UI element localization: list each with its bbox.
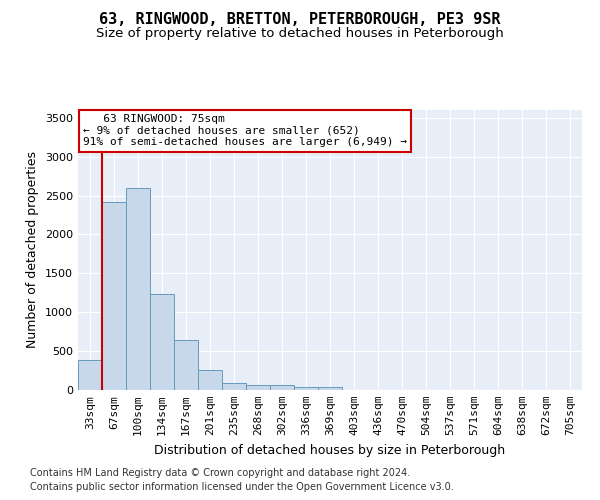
Bar xyxy=(222,383,246,390)
Bar xyxy=(246,385,270,390)
Bar xyxy=(150,294,174,390)
Y-axis label: Number of detached properties: Number of detached properties xyxy=(26,152,40,348)
Text: Contains HM Land Registry data © Crown copyright and database right 2024.: Contains HM Land Registry data © Crown c… xyxy=(30,468,410,477)
Bar xyxy=(318,388,342,390)
Text: Size of property relative to detached houses in Peterborough: Size of property relative to detached ho… xyxy=(96,28,504,40)
Bar xyxy=(270,386,294,390)
Text: Contains public sector information licensed under the Open Government Licence v3: Contains public sector information licen… xyxy=(30,482,454,492)
Bar xyxy=(174,340,198,390)
Text: 63 RINGWOOD: 75sqm
← 9% of detached houses are smaller (652)
91% of semi-detache: 63 RINGWOOD: 75sqm ← 9% of detached hous… xyxy=(83,114,407,148)
X-axis label: Distribution of detached houses by size in Peterborough: Distribution of detached houses by size … xyxy=(154,444,506,456)
Bar xyxy=(126,188,150,390)
Text: 63, RINGWOOD, BRETTON, PETERBOROUGH, PE3 9SR: 63, RINGWOOD, BRETTON, PETERBOROUGH, PE3… xyxy=(99,12,501,28)
Bar xyxy=(78,360,102,390)
Bar xyxy=(294,386,318,390)
Bar xyxy=(198,370,222,390)
Bar xyxy=(102,202,126,390)
